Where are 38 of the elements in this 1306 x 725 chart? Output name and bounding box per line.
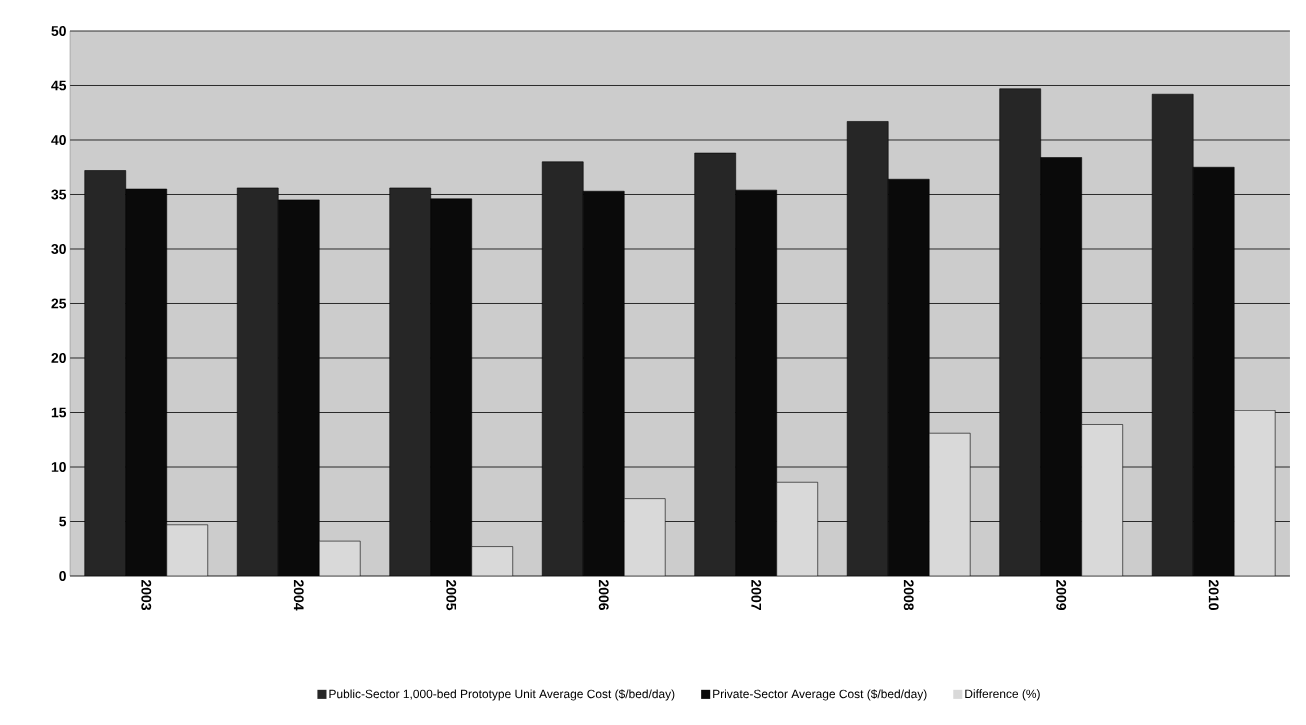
legend-label: Difference (%)	[965, 689, 1040, 701]
y-tick-label: 0	[59, 571, 66, 581]
x-tick-label: 2004	[293, 580, 304, 611]
legend-label: Public-Sector 1,000-bed Prototype Unit Average Cost ($/bed/day)	[329, 689, 675, 701]
x-tick-label: 2010	[1208, 580, 1219, 610]
x-tick-label: 2007	[751, 580, 762, 610]
bar	[846, 121, 889, 576]
y-tick-label: 5	[59, 516, 67, 527]
y-tick-label: 35	[51, 189, 67, 200]
y-tick-label: 10	[51, 462, 66, 472]
bar	[1081, 424, 1123, 576]
bar	[1233, 410, 1276, 576]
y-tick-label: 20	[51, 353, 66, 363]
bar	[928, 432, 971, 576]
x-tick-label: 2006	[598, 580, 609, 611]
bar	[389, 187, 432, 576]
y-tick-label: 30	[51, 244, 66, 254]
bar	[776, 481, 819, 576]
bar	[318, 540, 361, 576]
bar	[623, 498, 666, 576]
legend-label: Private-Sector Average Cost ($/bed/day)	[713, 689, 927, 701]
bar	[471, 546, 514, 576]
bar	[999, 88, 1041, 576]
y-tick-label: 40	[51, 135, 66, 145]
x-tick-label: 2003	[141, 580, 152, 611]
bar	[236, 187, 279, 576]
bar	[1151, 93, 1194, 576]
bar	[84, 170, 127, 576]
bar	[694, 152, 737, 576]
x-tick-label: 2009	[1056, 580, 1067, 611]
y-tick-label: 50	[51, 26, 66, 36]
x-tick-label: 2008	[903, 580, 914, 611]
y-tick-label: 15	[51, 407, 67, 418]
y-tick-label: 25	[51, 298, 67, 309]
y-tick-label: 45	[51, 80, 67, 91]
bar	[541, 161, 584, 576]
x-tick-label: 2005	[446, 580, 457, 611]
bar	[166, 524, 209, 576]
